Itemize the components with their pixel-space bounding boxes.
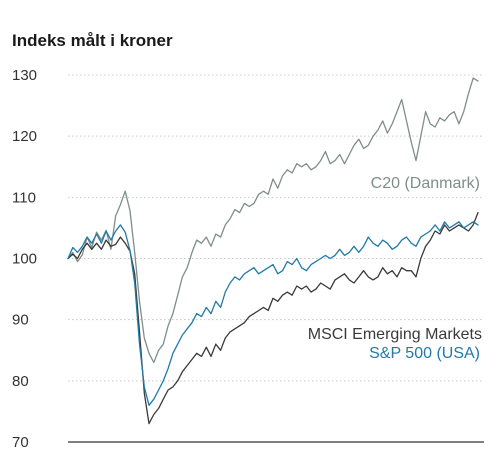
y-tick-label-70: 70 <box>12 434 29 451</box>
series-line-s-p-500-usa <box>67 221 479 406</box>
series-label-sp500: S&P 500 (USA) <box>369 345 480 362</box>
y-tick-label-130: 130 <box>12 67 37 84</box>
y-tick-label-120: 120 <box>12 128 37 145</box>
series-lines <box>67 77 479 425</box>
series-label-c20: C20 (Danmark) <box>371 175 480 192</box>
y-tick-label-90: 90 <box>12 312 29 329</box>
y-tick-label-100: 100 <box>12 251 37 268</box>
y-tick-label-110: 110 <box>12 189 36 206</box>
y-tick-label-80: 80 <box>12 373 29 390</box>
y-tick-labels: 130 120 110 100 90 80 70 <box>12 67 37 451</box>
series-line-c20-danmark <box>67 77 479 364</box>
chart-title: Indeks målt i kroner <box>12 31 173 50</box>
gridlines <box>68 74 484 382</box>
series-label-msci-emerging-markets: MSCI Emerging Markets <box>308 326 482 343</box>
series-line-msci-emerging-markets <box>67 211 479 425</box>
